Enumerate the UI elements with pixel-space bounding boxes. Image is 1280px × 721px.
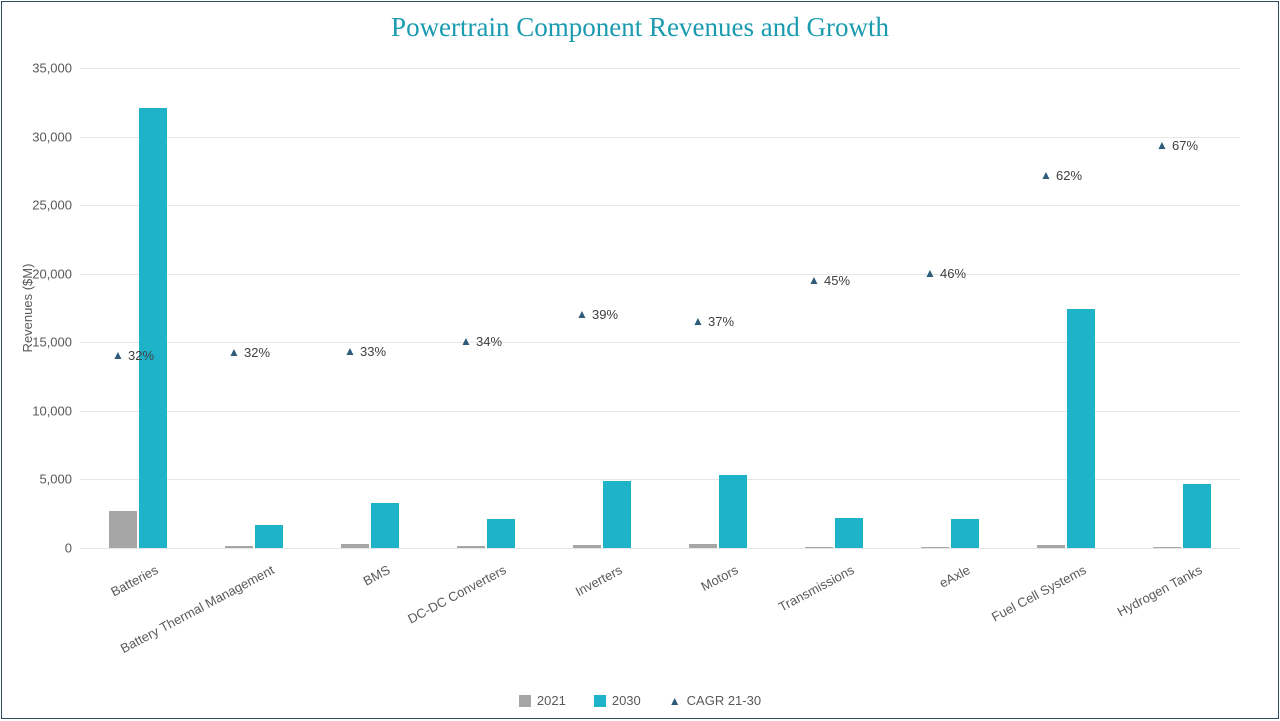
grid-line <box>80 68 1240 69</box>
bar-2021 <box>1153 547 1181 548</box>
cagr-marker-icon: ▲ <box>1040 168 1052 182</box>
legend-triangle-icon: ▲ <box>669 695 681 707</box>
legend-item-2030: 2030 <box>594 693 641 708</box>
y-tick-label: 5,000 <box>39 472 72 487</box>
cagr-marker-icon: ▲ <box>692 314 704 328</box>
legend-swatch-2021 <box>519 695 531 707</box>
bar-2021 <box>921 547 949 548</box>
y-tick-label: 15,000 <box>32 335 72 350</box>
cagr-marker-icon: ▲ <box>808 273 820 287</box>
legend-swatch-2030 <box>594 695 606 707</box>
cagr-label: 46% <box>940 266 966 281</box>
bar-2030 <box>719 475 747 548</box>
y-tick-label: 10,000 <box>32 403 72 418</box>
x-tick-label: Transmissions <box>776 562 857 614</box>
grid-line <box>80 411 1240 412</box>
legend-item-cagr: ▲ CAGR 21-30 <box>669 693 761 708</box>
cagr-label: 39% <box>592 307 618 322</box>
bar-2030 <box>1183 484 1211 548</box>
bar-2021 <box>341 544 369 548</box>
bar-2030 <box>487 519 515 548</box>
cagr-marker-icon: ▲ <box>344 344 356 358</box>
cagr-marker-icon: ▲ <box>576 307 588 321</box>
y-tick-label: 20,000 <box>32 266 72 281</box>
bar-2021 <box>805 547 833 548</box>
x-tick-label: BMS <box>361 562 393 588</box>
bar-2021 <box>573 545 601 548</box>
cagr-marker-icon: ▲ <box>460 334 472 348</box>
bar-2030 <box>139 108 167 548</box>
x-tick-label: Batteries <box>108 562 160 599</box>
bar-2030 <box>371 503 399 548</box>
y-tick-label: 25,000 <box>32 198 72 213</box>
bar-2021 <box>689 544 717 548</box>
cagr-marker-icon: ▲ <box>228 345 240 359</box>
bar-2021 <box>109 511 137 548</box>
bar-2021 <box>457 546 485 548</box>
legend-item-2021: 2021 <box>519 693 566 708</box>
legend: 2021 2030 ▲ CAGR 21-30 <box>2 693 1278 708</box>
cagr-label: 62% <box>1056 168 1082 183</box>
bar-2021 <box>1037 545 1065 548</box>
bar-2030 <box>835 518 863 548</box>
cagr-label: 33% <box>360 344 386 359</box>
cagr-label: 67% <box>1172 138 1198 153</box>
chart-container: Powertrain Component Revenues and Growth… <box>1 1 1279 719</box>
grid-line <box>80 274 1240 275</box>
cagr-label: 45% <box>824 273 850 288</box>
cagr-marker-icon: ▲ <box>112 348 124 362</box>
legend-label-cagr: CAGR 21-30 <box>687 693 761 708</box>
grid-line <box>80 548 1240 549</box>
cagr-label: 32% <box>128 348 154 363</box>
x-tick-label: Motors <box>698 562 740 594</box>
grid-line <box>80 342 1240 343</box>
bar-2030 <box>255 525 283 548</box>
cagr-marker-icon: ▲ <box>1156 138 1168 152</box>
x-tick-label: Inverters <box>573 562 625 599</box>
bar-2021 <box>225 546 253 548</box>
x-tick-label: Hydrogen Tanks <box>1115 562 1205 619</box>
plot-area: 05,00010,00015,00020,00025,00030,00035,0… <box>80 68 1240 548</box>
y-tick-label: 35,000 <box>32 61 72 76</box>
x-tick-label: eAxle <box>937 562 973 591</box>
grid-line <box>80 205 1240 206</box>
y-tick-label: 0 <box>65 541 72 556</box>
grid-line <box>80 479 1240 480</box>
bar-2030 <box>603 481 631 548</box>
bar-2030 <box>951 519 979 548</box>
cagr-marker-icon: ▲ <box>924 266 936 280</box>
x-tick-label: DC-DC Converters <box>405 562 508 626</box>
bar-2030 <box>1067 309 1095 548</box>
chart-title: Powertrain Component Revenues and Growth <box>2 2 1278 43</box>
x-tick-label: Fuel Cell Systems <box>989 562 1089 624</box>
legend-label-2030: 2030 <box>612 693 641 708</box>
y-tick-label: 30,000 <box>32 129 72 144</box>
cagr-label: 32% <box>244 345 270 360</box>
legend-label-2021: 2021 <box>537 693 566 708</box>
cagr-label: 34% <box>476 334 502 349</box>
grid-line <box>80 137 1240 138</box>
cagr-label: 37% <box>708 314 734 329</box>
